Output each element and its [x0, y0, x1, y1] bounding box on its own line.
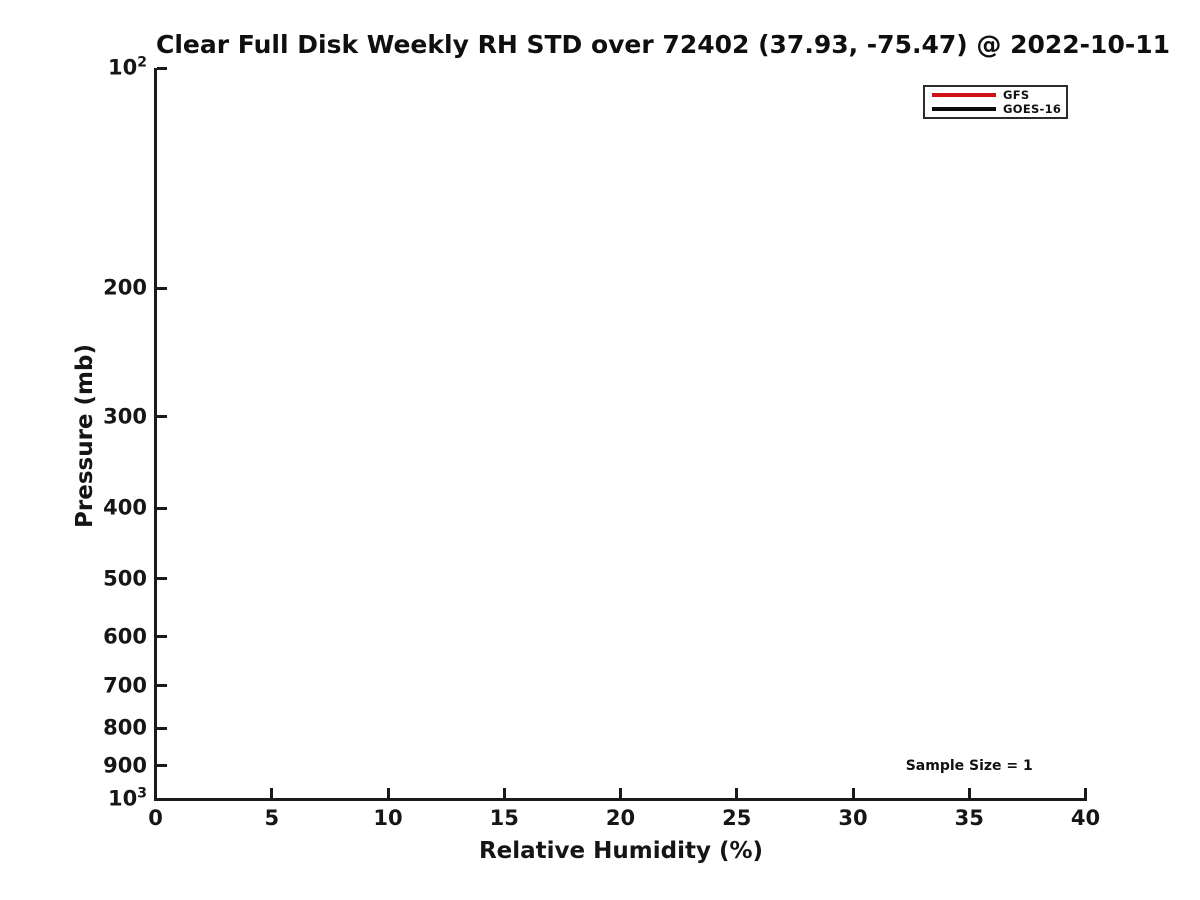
- x-tick-mark: [619, 788, 622, 798]
- legend: GFS GOES-16: [923, 85, 1068, 119]
- x-tick-label: 30: [838, 806, 868, 830]
- chart-title: Clear Full Disk Weekly RH STD over 72402…: [156, 30, 1171, 59]
- y-tick-label: 400: [103, 495, 147, 520]
- x-axis-spine: [154, 797, 1087, 801]
- legend-entry: GOES-16: [932, 102, 1062, 116]
- x-tick-mark: [154, 788, 157, 798]
- y-tick-label: 600: [103, 624, 147, 649]
- y-tick-label: 200: [103, 275, 147, 300]
- legend-label: GOES-16: [1003, 102, 1062, 116]
- y-tick-mark: [157, 577, 167, 581]
- x-axis-label: Relative Humidity (%): [478, 838, 764, 864]
- x-tick-label: 15: [489, 806, 519, 830]
- x-tick-mark: [502, 788, 506, 798]
- x-tick-label: 40: [1070, 806, 1101, 830]
- x-tick-label: 20: [605, 806, 636, 830]
- x-tick-mark: [851, 788, 855, 798]
- y-tick-mark: [157, 66, 167, 70]
- x-tick-mark: [967, 788, 971, 798]
- y-tick-mark: [157, 635, 167, 639]
- y-tick-label: 102: [108, 54, 147, 80]
- y-tick-label: 700: [103, 673, 147, 698]
- x-tick-mark: [386, 788, 390, 798]
- y-tick-mark: [157, 726, 167, 730]
- y-tick-label: 103: [108, 785, 147, 811]
- y-tick-label: 800: [103, 715, 147, 740]
- y-tick-mark: [157, 684, 167, 688]
- x-tick-label: 5: [264, 806, 280, 830]
- legend-line-swatch: [932, 93, 996, 97]
- x-tick-label: 0: [148, 806, 163, 830]
- x-tick-label: 10: [373, 806, 403, 830]
- y-tick-label: 300: [103, 404, 147, 429]
- y-tick-mark: [157, 764, 167, 768]
- y-tick-mark: [157, 797, 167, 801]
- legend-label: GFS: [1003, 88, 1030, 102]
- x-tick-label: 25: [722, 806, 752, 830]
- y-tick-mark: [157, 506, 167, 510]
- x-tick-mark: [735, 788, 739, 798]
- x-tick-label: 35: [954, 806, 984, 830]
- sample-size-annotation: Sample Size = 1: [905, 757, 1033, 774]
- y-tick-label: 500: [103, 566, 147, 591]
- y-axis-spine: [154, 68, 157, 801]
- x-tick-mark: [1084, 788, 1087, 798]
- y-tick-mark: [157, 415, 167, 419]
- x-tick-mark: [270, 788, 274, 798]
- legend-entry: GFS: [932, 88, 1059, 102]
- y-tick-label: 900: [103, 753, 147, 777]
- legend-line-swatch: [932, 107, 996, 111]
- y-tick-mark: [157, 286, 167, 290]
